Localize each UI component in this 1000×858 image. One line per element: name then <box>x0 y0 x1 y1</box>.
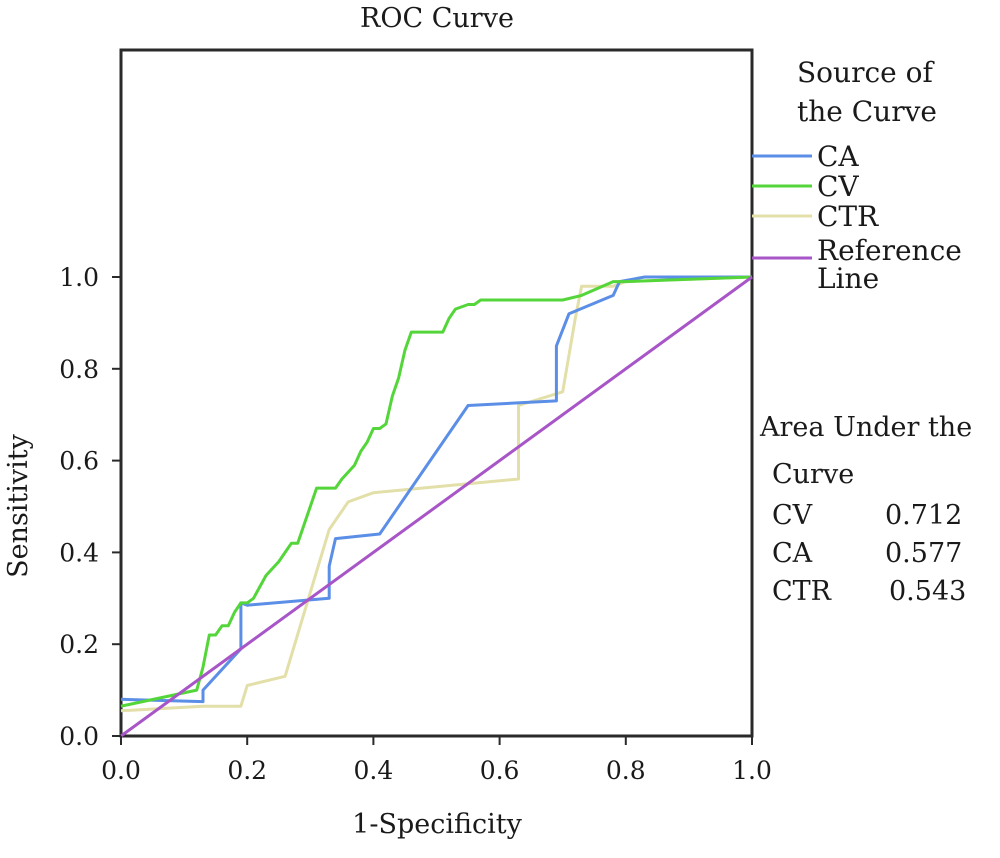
auc-row-value: 0.543 <box>889 576 966 607</box>
auc-row-value: 0.577 <box>885 538 962 569</box>
chart-title: ROC Curve <box>360 3 514 34</box>
legend-label-cv: CV <box>817 170 859 203</box>
x-tick-label: 0.0 <box>101 756 141 785</box>
series-line-cv <box>120 275 753 708</box>
y-tick-label: 0.0 <box>59 722 99 751</box>
legend-label-reference-line-2: Line <box>817 262 879 295</box>
y-tick-label: 0.2 <box>59 630 99 659</box>
x-tick-label: 0.8 <box>606 756 646 785</box>
auc-table: Area Under the Curve CV 0.712 CA 0.577 C… <box>759 412 972 607</box>
y-tick-label: 0.4 <box>59 538 99 567</box>
legend: Source of the Curve CA CV CTR Reference … <box>752 56 962 295</box>
auc-row-label: CA <box>772 538 813 569</box>
auc-title-line-2: Curve <box>772 459 854 490</box>
y-tick-label: 1.0 <box>59 263 99 292</box>
legend-label-reference-line-1: Reference <box>817 234 962 267</box>
legend-title-line-1: Source of <box>797 56 935 89</box>
auc-row-label: CTR <box>772 576 832 607</box>
plot-frame <box>119 48 754 738</box>
legend-label-ca: CA <box>817 140 859 173</box>
y-tick-label: 0.8 <box>59 355 99 384</box>
series-layer <box>120 275 753 738</box>
series-line-reference-line <box>120 275 753 738</box>
x-tick-label: 0.2 <box>227 756 267 785</box>
x-tick-label: 0.6 <box>480 756 520 785</box>
auc-row-value: 0.712 <box>885 500 962 531</box>
legend-title-line-2: the Curve <box>797 95 937 128</box>
y-axis-label: Sensitivity <box>3 433 34 578</box>
legend-label-ctr: CTR <box>817 200 879 233</box>
y-tick-label: 0.6 <box>59 447 99 476</box>
series-line-ca <box>120 275 752 704</box>
tick-layer: 0.0 0.2 0.4 0.6 0.8 1.0 0.0 0.2 0.4 0.6 0.8 1.0 <box>59 263 772 785</box>
x-tick-label: 0.4 <box>354 756 394 785</box>
series-line-ctr <box>120 275 753 713</box>
x-axis-label: 1-Specificity <box>352 809 522 840</box>
x-tick-label: 1.0 <box>732 756 772 785</box>
auc-row-label: CV <box>772 500 813 531</box>
auc-title-line-1: Area Under the <box>759 412 972 443</box>
